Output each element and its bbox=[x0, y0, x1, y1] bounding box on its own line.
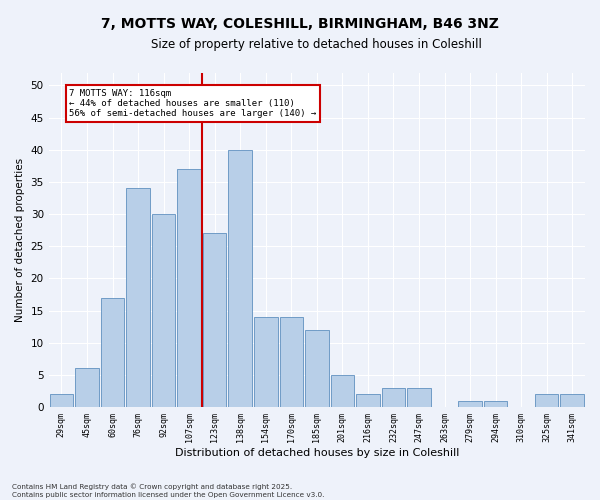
Bar bbox=[127, 188, 150, 407]
Bar bbox=[535, 394, 559, 407]
Bar bbox=[484, 400, 508, 407]
Text: Contains HM Land Registry data © Crown copyright and database right 2025.
Contai: Contains HM Land Registry data © Crown c… bbox=[12, 484, 325, 498]
Bar bbox=[382, 388, 405, 407]
Text: 7 MOTTS WAY: 116sqm
← 44% of detached houses are smaller (110)
56% of semi-detac: 7 MOTTS WAY: 116sqm ← 44% of detached ho… bbox=[69, 88, 316, 118]
Bar bbox=[458, 400, 482, 407]
Bar bbox=[152, 214, 175, 407]
Bar bbox=[407, 388, 431, 407]
Bar bbox=[50, 394, 73, 407]
Bar bbox=[280, 317, 303, 407]
X-axis label: Distribution of detached houses by size in Coleshill: Distribution of detached houses by size … bbox=[175, 448, 459, 458]
Bar bbox=[203, 234, 226, 407]
Bar bbox=[356, 394, 380, 407]
Bar bbox=[560, 394, 584, 407]
Bar bbox=[75, 368, 99, 407]
Text: 7, MOTTS WAY, COLESHILL, BIRMINGHAM, B46 3NZ: 7, MOTTS WAY, COLESHILL, BIRMINGHAM, B46… bbox=[101, 18, 499, 32]
Bar bbox=[331, 375, 354, 407]
Bar bbox=[101, 298, 124, 407]
Bar bbox=[178, 169, 201, 407]
Bar bbox=[254, 317, 278, 407]
Y-axis label: Number of detached properties: Number of detached properties bbox=[15, 158, 25, 322]
Title: Size of property relative to detached houses in Coleshill: Size of property relative to detached ho… bbox=[151, 38, 482, 51]
Bar bbox=[305, 330, 329, 407]
Bar bbox=[229, 150, 252, 407]
